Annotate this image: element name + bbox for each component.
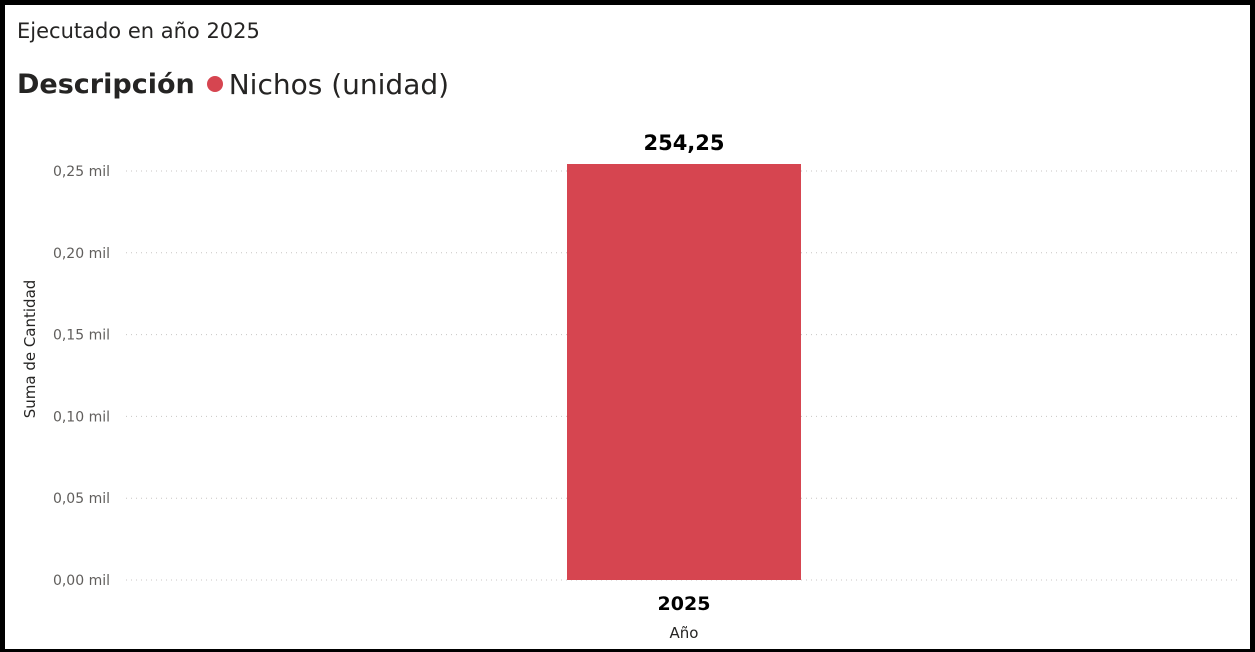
bars xyxy=(567,164,801,580)
legend: Descripción Nichos (unidad) xyxy=(17,66,449,102)
data-label: 254,25 xyxy=(643,131,724,155)
y-axis-title: Suma de Cantidad xyxy=(21,280,39,419)
bar xyxy=(567,164,801,580)
legend-dot-icon xyxy=(206,76,223,92)
y-axis-ticks: 0,00 mil 0,05 mil 0,10 mil 0,15 mil 0,20 mil… xyxy=(53,164,110,589)
y-tick-label: 0,00 mil xyxy=(53,573,110,589)
legend-item-label[interactable]: Nichos (unidad) xyxy=(228,67,450,101)
y-tick-label: 0,05 mil xyxy=(53,491,110,507)
y-tick-label: 0,20 mil xyxy=(53,246,110,262)
chart-title: Ejecutado en año 2025 xyxy=(17,19,260,43)
y-tick-label: 0,15 mil xyxy=(53,328,110,344)
x-axis-title: Año xyxy=(670,624,699,642)
x-tick-label: 2025 xyxy=(658,593,711,615)
y-tick-label: 0,25 mil xyxy=(53,164,110,180)
legend-title: Descripción xyxy=(17,68,195,100)
labels: 254,25 2025 xyxy=(643,131,724,615)
y-tick-label: 0,10 mil xyxy=(53,409,110,425)
